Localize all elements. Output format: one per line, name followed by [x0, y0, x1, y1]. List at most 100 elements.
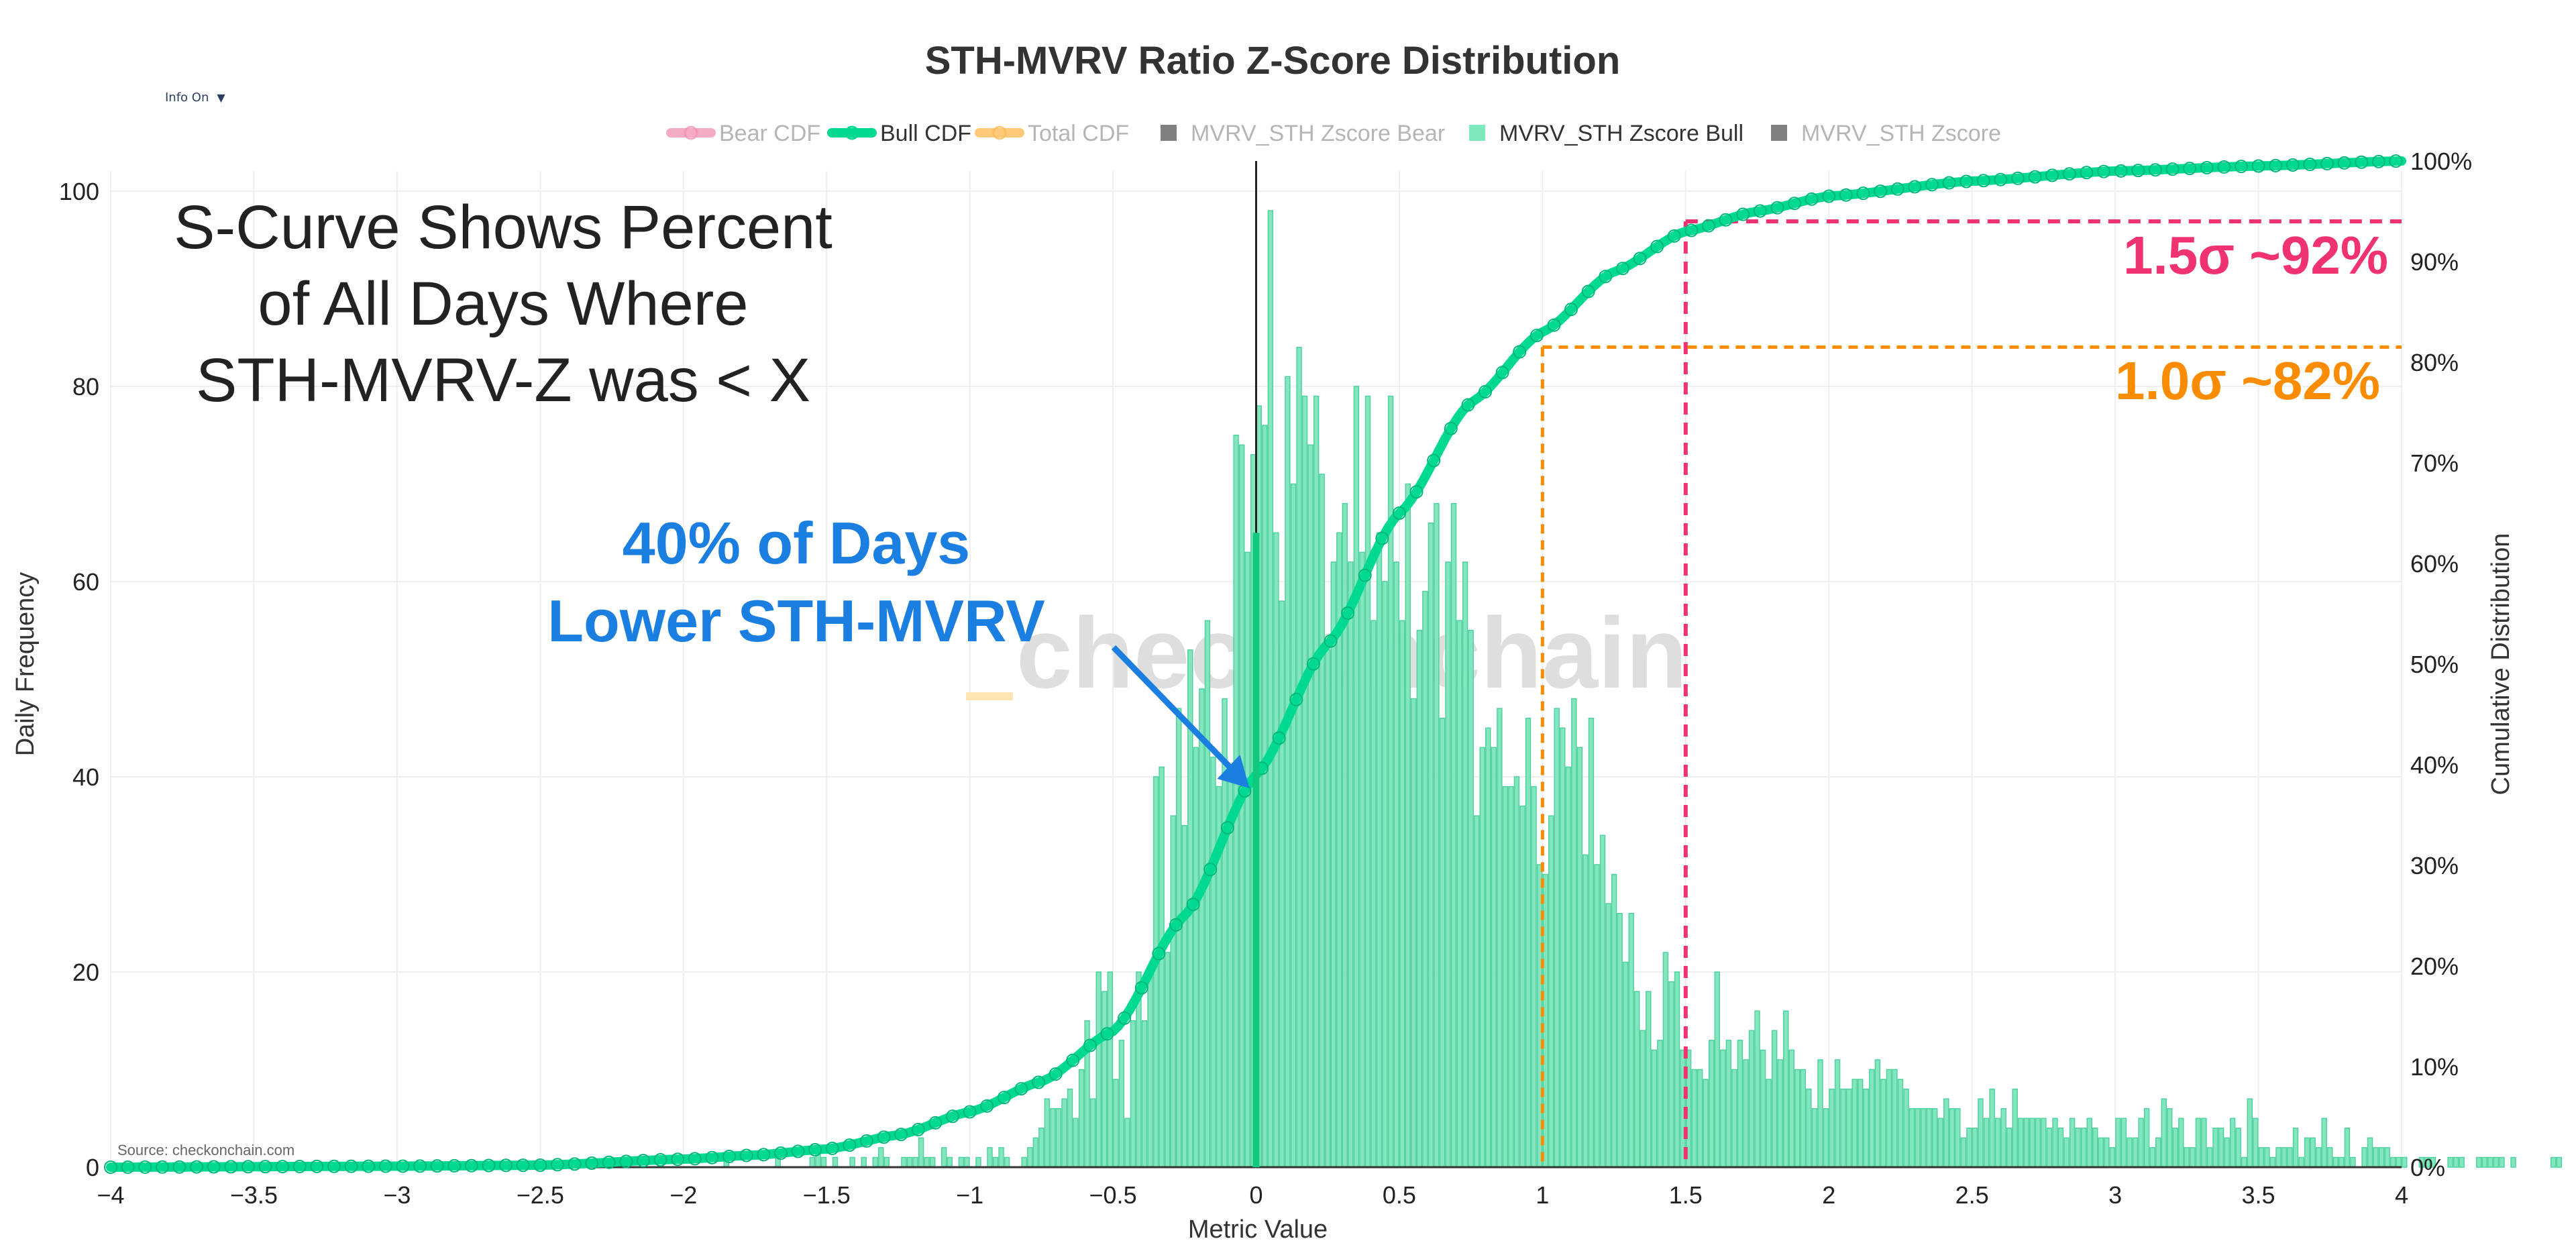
histogram-bar — [1576, 747, 1583, 1168]
bull-cdf-point — [688, 1152, 702, 1166]
histogram-bar — [1903, 1088, 1909, 1168]
y-axis-title: Daily Frequency — [11, 572, 40, 757]
histogram-bar — [2339, 1156, 2345, 1168]
bull-cdf-point — [1427, 453, 1441, 468]
histogram-bar — [1915, 1107, 1921, 1168]
bull-cdf-point — [2148, 163, 2162, 177]
bull-cdf-point — [671, 1152, 685, 1167]
bull-cdf-point — [2234, 160, 2248, 174]
bull-cdf-point — [1667, 229, 1681, 243]
histogram-bar — [1078, 1069, 1085, 1168]
bull-cdf-point — [843, 1138, 857, 1152]
histogram-bar — [1376, 532, 1383, 1168]
bull-cdf-point — [1169, 918, 1183, 932]
histogram-bar — [1565, 766, 1572, 1168]
bull-cdf-point — [344, 1159, 358, 1173]
bull-cdf-point — [482, 1158, 496, 1173]
histogram-bar — [1725, 1040, 1732, 1168]
bull-cdf-point — [757, 1148, 771, 1162]
y-tick-label: 100 — [59, 178, 99, 205]
histogram-bar — [2052, 1118, 2058, 1168]
bull-cdf-point — [1152, 946, 1166, 961]
bull-cdf-point — [533, 1158, 547, 1172]
info-dropdown[interactable]: Info On ▼ — [156, 80, 250, 114]
histogram-bar — [2287, 1147, 2293, 1168]
histogram-bar — [2367, 1137, 2373, 1168]
bull-cdf-point — [1942, 176, 1956, 190]
bull-cdf-point — [2165, 162, 2180, 176]
bull-cdf-point — [1203, 863, 1218, 877]
bull-cdf-point — [1186, 898, 1200, 912]
histogram-bar — [1714, 971, 1720, 1168]
histogram-bar — [2098, 1137, 2104, 1168]
y2-tick-label: 30% — [2410, 852, 2459, 879]
histogram-bar — [1594, 864, 1600, 1168]
x-tick-label: 1 — [1536, 1181, 1549, 1209]
histogram-bar — [1164, 952, 1171, 1168]
histogram-bar — [2332, 1156, 2339, 1168]
y-tick-label: 60 — [72, 568, 99, 596]
x-tick-label: −2 — [669, 1181, 697, 1209]
bull-cdf-point — [2303, 158, 2317, 172]
histogram-bar — [1416, 630, 1423, 1168]
histogram-bar — [2104, 1137, 2110, 1168]
y2-tick-label: 20% — [2410, 953, 2459, 980]
bull-cdf-point — [327, 1159, 341, 1173]
bull-cdf-point — [825, 1141, 839, 1155]
y-tick-label: 20 — [72, 959, 99, 986]
histogram-bar — [2402, 1156, 2408, 1168]
histogram-bar — [1393, 561, 1399, 1168]
legend: Bear CDF Bull CDF Total CDF MVRV_STH Zscore… — [666, 121, 2001, 146]
histogram-bar — [2000, 1107, 2006, 1168]
bull-cdf-point — [550, 1158, 564, 1172]
histogram-bar — [1193, 747, 1199, 1168]
histogram-bar — [1222, 698, 1228, 1168]
bull-cdf-point — [104, 1160, 117, 1174]
histogram-bar — [2138, 1118, 2144, 1168]
histogram-bar — [1491, 747, 1497, 1168]
histogram-bar — [1966, 1128, 1972, 1168]
bull-cdf-point — [138, 1160, 152, 1174]
histogram-bar — [2155, 1137, 2161, 1168]
histogram-bar — [2281, 1147, 2288, 1168]
histogram-bar — [1032, 1137, 1039, 1168]
histogram-bar — [1811, 1107, 1818, 1168]
histogram-bar — [1691, 1069, 1697, 1168]
histogram-bar — [2190, 1147, 2196, 1168]
histogram-bar — [2247, 1098, 2253, 1168]
histogram-bar — [1473, 815, 1480, 1168]
histogram-bar — [2510, 1156, 2516, 1168]
histogram-bar — [2453, 1156, 2459, 1168]
bull-cdf-point — [258, 1160, 272, 1174]
histogram-bar — [1462, 561, 1468, 1168]
histogram-bar — [1021, 1156, 1027, 1168]
x-tick-label: −1.5 — [803, 1181, 851, 1209]
histogram-bar — [1267, 210, 1274, 1168]
bull-cdf-point — [2114, 164, 2128, 178]
histogram-bar — [964, 1156, 970, 1168]
bull-cdf-point — [1719, 213, 1733, 227]
annotation-s-curve-line-2: of All Days Where — [258, 270, 748, 338]
bull-cdf-point — [722, 1149, 737, 1163]
histogram-bar — [2384, 1147, 2390, 1168]
histogram-bar — [1983, 1118, 1990, 1168]
histogram-bar — [1617, 912, 1623, 1168]
histogram-bar — [2041, 1118, 2047, 1168]
histogram-bar — [1387, 395, 1394, 1168]
histogram-bar — [987, 1147, 993, 1168]
histogram-bar — [1061, 1098, 1067, 1168]
bull-cdf-point — [190, 1160, 204, 1174]
bull-cdf-point — [2371, 154, 2385, 168]
bull-cdf-point — [894, 1128, 908, 1142]
histogram-bar — [1513, 776, 1520, 1168]
bull-cdf-point — [1976, 174, 1990, 188]
legend-swatch-square — [1161, 125, 1177, 141]
histogram-bar — [2178, 1118, 2184, 1168]
histogram-bar — [2315, 1147, 2322, 1168]
histogram-bar — [2046, 1128, 2053, 1168]
bull-cdf-point — [2062, 167, 2076, 181]
histogram-bar — [1937, 1118, 1943, 1168]
histogram-bar — [1285, 376, 1291, 1168]
bull-cdf-point — [1960, 174, 1974, 188]
sigma-guides — [1540, 219, 2402, 1167]
